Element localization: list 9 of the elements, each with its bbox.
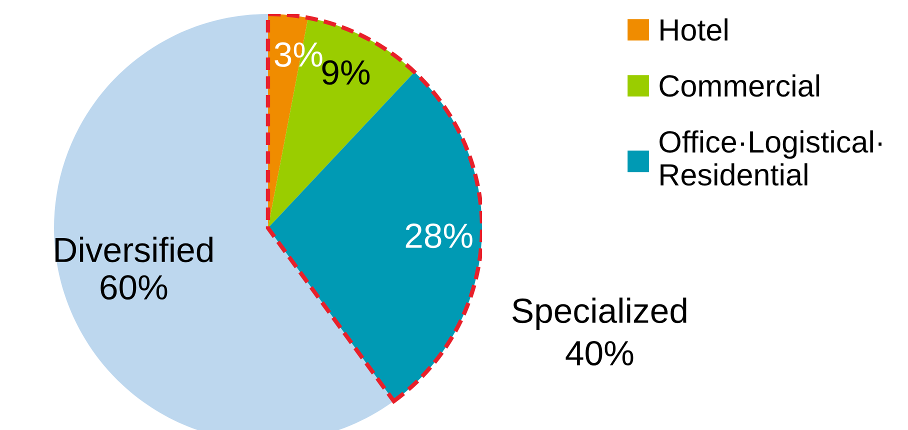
slice-label: Diversified <box>55 236 212 262</box>
legend-label: Commercial <box>660 74 820 97</box>
data-label: 60% <box>100 275 168 300</box>
legend-label: Office·Logistical· Residential <box>660 130 882 186</box>
text: Specialized 40% <box>512 298 686 366</box>
legend-label: Hotel <box>660 18 728 41</box>
data-label: 3% <box>274 42 322 67</box>
data-label: 28% <box>406 223 472 248</box>
data-label: 9% <box>322 60 370 85</box>
